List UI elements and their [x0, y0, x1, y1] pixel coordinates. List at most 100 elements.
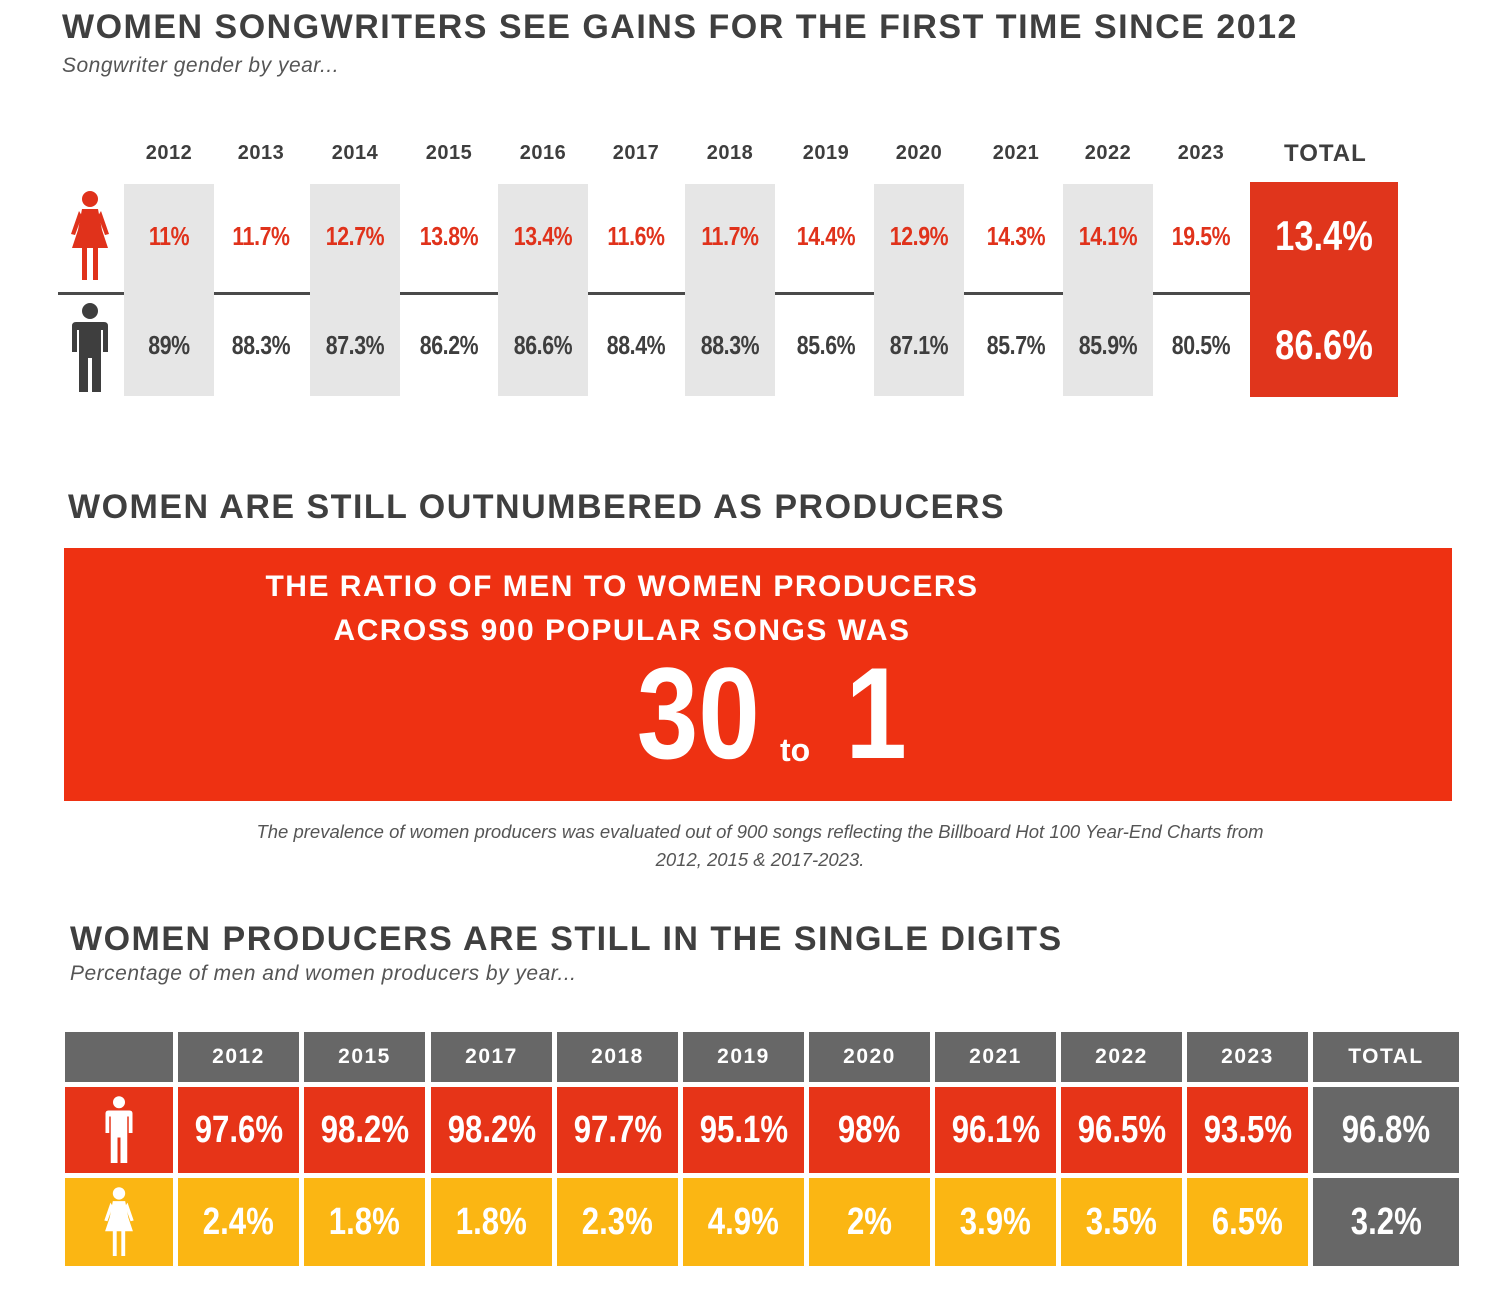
- single-digits-subtitle: Percentage of men and women producers by…: [70, 962, 577, 985]
- year-header: 2021: [935, 1032, 1056, 1082]
- women-value-cell: 2%: [809, 1178, 930, 1266]
- ratio-men: 30: [636, 640, 760, 786]
- women-value: 12.9%: [889, 221, 949, 251]
- women-total: 13.4%: [1275, 212, 1373, 259]
- year-header: 2023: [1177, 142, 1225, 164]
- men-value: 88.3%: [700, 330, 760, 360]
- men-value: 88.4%: [606, 330, 666, 360]
- women-value: 13.8%: [419, 221, 479, 251]
- method-note: The prevalence of women producers was ev…: [0, 818, 1504, 874]
- year-header: 2013: [237, 142, 285, 164]
- year-header: 2012: [178, 1032, 299, 1082]
- songwriters-title: WOMEN SONGWRITERS SEE GAINS FOR THE FIRS…: [62, 8, 1298, 46]
- year-column-shade: [685, 184, 775, 396]
- ratio-women: 1: [845, 640, 907, 786]
- method-note-line-2: 2012, 2015 & 2017-2023.: [655, 849, 865, 870]
- year-header: 2019: [683, 1032, 804, 1082]
- men-value: 96.1%: [951, 1108, 1040, 1151]
- men-label-cell: [65, 1087, 173, 1173]
- men-value-cell: 98.2%: [431, 1087, 552, 1173]
- men-value: 86.6%: [513, 330, 573, 360]
- total-header: TOTAL: [1313, 1032, 1459, 1082]
- year-header: 2018: [557, 1032, 678, 1082]
- women-value: 2%: [846, 1200, 893, 1243]
- women-value-cell: 3.5%: [1061, 1178, 1182, 1266]
- year-header: 2012: [145, 142, 193, 164]
- total-header: TOTAL: [1284, 140, 1367, 167]
- men-value: 85.7%: [986, 330, 1046, 360]
- women-label-cell: [65, 1178, 173, 1266]
- year-header: 2016: [519, 142, 567, 164]
- year-header: 2018: [706, 142, 754, 164]
- men-value: 95.1%: [699, 1108, 788, 1151]
- men-value: 97.6%: [194, 1108, 283, 1151]
- ratio-box: THE RATIO OF MEN TO WOMEN PRODUCERS ACRO…: [64, 548, 1452, 801]
- women-value: 13.4%: [513, 221, 573, 251]
- women-value: 1.8%: [455, 1200, 528, 1243]
- year-header: 2021: [992, 142, 1040, 164]
- year-column-shade: [874, 184, 964, 396]
- year-column-shade: [124, 184, 214, 396]
- men-value: 88.3%: [231, 330, 291, 360]
- women-total-cell: 3.2%: [1313, 1178, 1459, 1266]
- women-value: 11.6%: [607, 221, 665, 251]
- women-value: 2.4%: [202, 1200, 275, 1243]
- men-value: 93.5%: [1203, 1108, 1292, 1151]
- men-value: 85.6%: [796, 330, 856, 360]
- women-value: 11%: [148, 221, 190, 251]
- men-value: 98.2%: [320, 1108, 409, 1151]
- women-value: 19.5%: [1171, 221, 1231, 251]
- year-header: 2015: [425, 142, 473, 164]
- women-value: 3.9%: [959, 1200, 1032, 1243]
- men-value-cell: 95.1%: [683, 1087, 804, 1173]
- men-value: 80.5%: [1171, 330, 1231, 360]
- women-value-cell: 4.9%: [683, 1178, 804, 1266]
- women-value: 14.4%: [796, 221, 856, 251]
- women-value-cell: 6.5%: [1187, 1178, 1308, 1266]
- female-figure-icon: [104, 1187, 134, 1256]
- year-header: 2017: [612, 142, 660, 164]
- female-figure-icon: [71, 191, 109, 280]
- year-column-shade: [498, 184, 588, 396]
- men-value-cell: 96.5%: [1061, 1087, 1182, 1173]
- year-header: 2023: [1187, 1032, 1308, 1082]
- men-value: 86.2%: [419, 330, 479, 360]
- women-value-cell: 1.8%: [431, 1178, 552, 1266]
- men-value-cell: 97.6%: [178, 1087, 299, 1173]
- men-total-cell: 96.8%: [1313, 1087, 1459, 1173]
- year-header: 2019: [802, 142, 850, 164]
- men-total: 86.6%: [1275, 321, 1373, 368]
- men-value: 96.5%: [1077, 1108, 1166, 1151]
- men-value: 89%: [148, 330, 190, 360]
- songwriter-gender-table: TOTAL 13.4% 86.6% 2012 11% 89% 2013 11.7% 88.…: [0, 0, 1504, 420]
- men-value-cell: 96.1%: [935, 1087, 1056, 1173]
- men-value: 85.9%: [1078, 330, 1138, 360]
- women-value: 4.9%: [707, 1200, 780, 1243]
- ratio-to: to: [780, 732, 811, 768]
- women-value: 1.8%: [328, 1200, 401, 1243]
- year-column-shade: [1063, 184, 1153, 396]
- women-value: 11.7%: [701, 221, 759, 251]
- women-value: 14.1%: [1078, 221, 1138, 251]
- women-value: 3.5%: [1085, 1200, 1158, 1243]
- songwriters-subtitle: Songwriter gender by year...: [62, 54, 340, 77]
- year-header: 2020: [895, 142, 943, 164]
- year-header: 2014: [331, 142, 379, 164]
- single-digits-title: WOMEN PRODUCERS ARE STILL IN THE SINGLE …: [70, 920, 1063, 958]
- men-value: 87.1%: [889, 330, 949, 360]
- men-value: 98%: [838, 1108, 901, 1151]
- men-value: 98.2%: [447, 1108, 536, 1151]
- male-figure-icon: [105, 1096, 133, 1163]
- men-value-cell: 98%: [809, 1087, 930, 1173]
- women-value-cell: 2.4%: [178, 1178, 299, 1266]
- women-value: 14.3%: [986, 221, 1046, 251]
- year-column-shade: [310, 184, 400, 396]
- year-header: 2020: [809, 1032, 930, 1082]
- women-value-cell: 2.3%: [557, 1178, 678, 1266]
- women-total: 3.2%: [1350, 1200, 1422, 1243]
- men-total: 96.8%: [1341, 1108, 1431, 1151]
- year-header: 2015: [304, 1032, 425, 1082]
- header-blank-cell: [65, 1032, 173, 1082]
- ratio-line-2: ACROSS 900 POPULAR SONGS WAS: [333, 614, 911, 647]
- total-box: [1250, 182, 1398, 397]
